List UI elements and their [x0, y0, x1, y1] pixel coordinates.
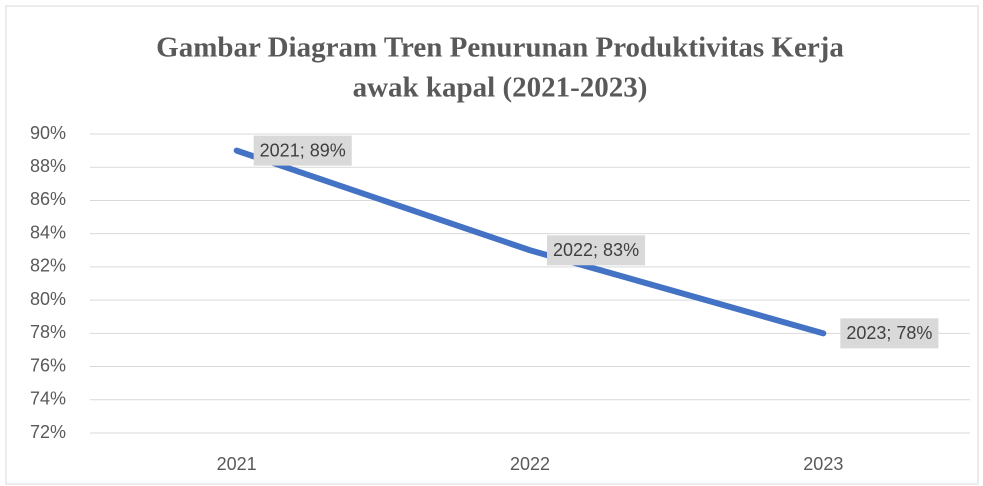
y-tick-label: 88% — [30, 156, 66, 176]
data-label-box — [547, 235, 646, 266]
x-tick-label: 2022 — [510, 454, 550, 474]
y-tick-label: 90% — [30, 123, 66, 143]
y-tick-label: 78% — [30, 322, 66, 342]
y-tick-label: 82% — [30, 256, 66, 276]
y-tick-label: 80% — [30, 289, 66, 309]
chart-title: awak kapal (2021-2023) — [353, 72, 648, 104]
chart-title: Gambar Diagram Tren Penurunan Produktivi… — [156, 32, 844, 64]
data-label: 2023; 78% — [846, 323, 932, 343]
y-tick-label: 86% — [30, 189, 66, 209]
line-series — [233, 147, 827, 337]
data-label: 2021; 89% — [260, 140, 346, 160]
x-tick-label: 2021 — [217, 454, 257, 474]
x-tick-label: 2023 — [803, 454, 843, 474]
y-tick-label: 84% — [30, 222, 66, 242]
data-label: 2022; 83% — [553, 240, 639, 260]
y-tick-label: 76% — [30, 355, 66, 375]
y-tick-label: 72% — [30, 422, 66, 442]
data-label-box — [253, 135, 352, 166]
data-label-box — [840, 318, 939, 349]
chart-frame — [5, 5, 979, 485]
y-tick-label: 74% — [30, 389, 66, 409]
